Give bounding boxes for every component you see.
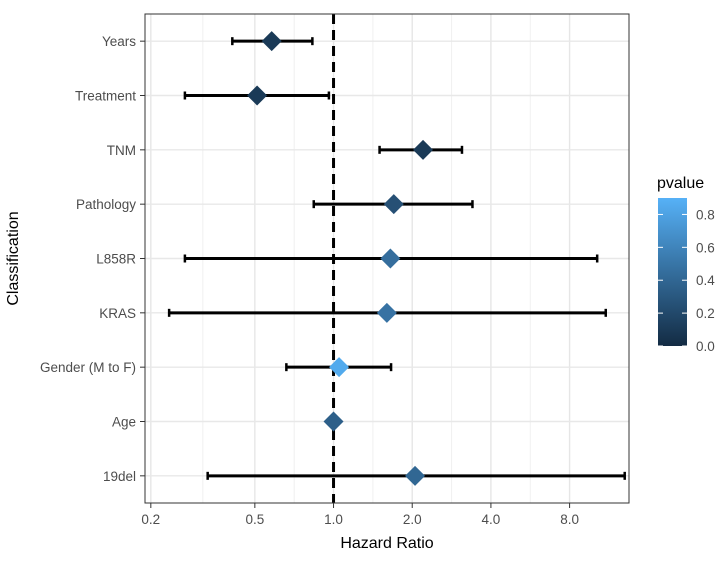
y-tick-label-l858r: L858R xyxy=(96,252,136,267)
point-l858r xyxy=(380,248,401,269)
legend-tick-label-0-8: 0.8 xyxy=(696,207,715,222)
point-age xyxy=(323,411,344,432)
legend-title: pvalue xyxy=(657,175,704,192)
point-pathology xyxy=(383,194,404,215)
point-19del xyxy=(405,465,426,486)
x-tick-label-2-0: 2.0 xyxy=(403,512,422,527)
x-tick-label-0-5: 0.5 xyxy=(245,512,264,527)
point-treatment xyxy=(247,85,268,106)
y-tick-label-years: Years xyxy=(102,34,136,49)
x-axis-title: Hazard Ratio xyxy=(340,535,433,552)
y-tick-label-treatment: Treatment xyxy=(75,89,136,104)
legend: pvalue 0.8 0.6 0.4 0.2 0.0 xyxy=(657,175,715,354)
point-gender-m-to-f xyxy=(329,357,350,378)
legend-ticks: 0.8 0.6 0.4 0.2 0.0 xyxy=(658,207,715,354)
hazard-points xyxy=(247,31,434,486)
y-tick-label-19del: 19del xyxy=(103,469,136,484)
y-tick-label-kras: KRAS xyxy=(99,306,136,321)
x-tick-label-4-0: 4.0 xyxy=(482,512,501,527)
x-tick-label-1-0: 1.0 xyxy=(324,512,343,527)
legend-tick-label-0-0: 0.0 xyxy=(696,339,715,354)
y-tick-label-pathology: Pathology xyxy=(76,197,136,212)
x-axis: 0.2 0.5 1.0 2.0 4.0 8.0 xyxy=(141,503,579,527)
legend-tick-label-0-2: 0.2 xyxy=(696,306,715,321)
point-tnm xyxy=(413,139,434,160)
point-kras xyxy=(376,302,397,323)
y-tick-label-gender-m-to-f: Gender (M to F) xyxy=(40,360,136,375)
legend-tick-label-0-6: 0.6 xyxy=(696,240,715,255)
y-axis: Years Treatment TNM Pathology L858R KRAS Gende… xyxy=(40,34,145,484)
x-tick-label-0-2: 0.2 xyxy=(141,512,160,527)
x-tick-label-8-0: 8.0 xyxy=(560,512,579,527)
y-axis-title: Classification xyxy=(5,211,22,305)
point-years xyxy=(261,31,282,52)
legend-tick-label-0-4: 0.4 xyxy=(696,273,715,288)
y-tick-label-age: Age xyxy=(112,415,136,430)
legend-colorbar xyxy=(658,198,687,346)
y-tick-label-tnm: TNM xyxy=(107,143,136,158)
